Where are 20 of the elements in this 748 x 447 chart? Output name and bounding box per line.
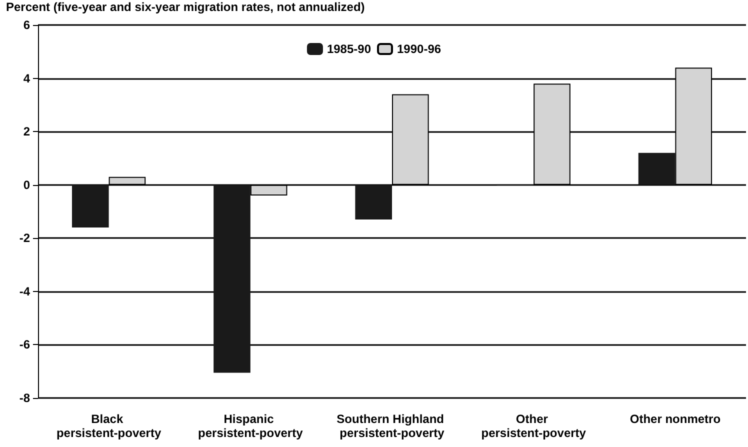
- x-tick-label: Other persistent-poverty: [481, 412, 586, 440]
- x-tick-label: Southern Highland persistent-poverty: [336, 412, 448, 440]
- bar: [214, 184, 250, 373]
- y-tick-label: 6: [23, 18, 30, 32]
- legend-label: 1985-90: [326, 42, 372, 56]
- x-tick-label: Hispanic persistent-poverty: [198, 412, 304, 440]
- bar: [638, 152, 676, 185]
- legend-label: 1990-96: [397, 42, 442, 56]
- y-tick-label: 2: [23, 124, 30, 139]
- y-tick-label: 0: [23, 178, 30, 192]
- y-tick-label: -6: [19, 338, 30, 352]
- bar: [355, 184, 392, 220]
- y-tick-label: -4: [19, 284, 30, 298]
- bar: [72, 184, 109, 228]
- y-tick-label: 4: [23, 71, 30, 86]
- x-tick-label: Black persistent-poverty: [56, 412, 162, 440]
- y-tick-label: -2: [19, 231, 30, 246]
- y-tick-label: -8: [19, 391, 30, 405]
- x-tick-label: Other nonmetro: [630, 412, 721, 426]
- y-axis-title: Percent (five-year and six-year migration rates, not annualized): [6, 0, 365, 14]
